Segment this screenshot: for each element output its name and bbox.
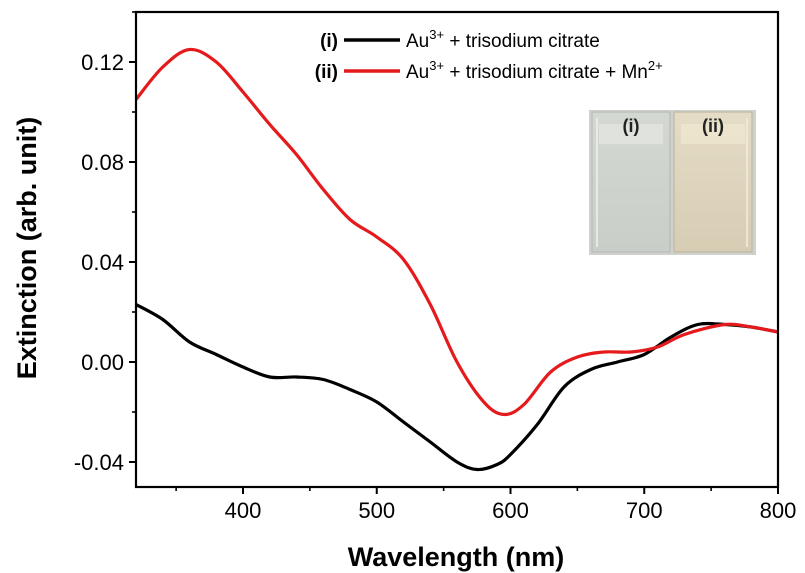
x-axis-title: Wavelength (nm): [348, 542, 565, 572]
axes-layer: 400 500 600 700 800 -0.04 0.00 0.04 0.08 0.12: [74, 10, 797, 523]
y-axis-title: Extinction (arb. unit): [12, 117, 42, 380]
series-line-1: [136, 303, 778, 472]
x-tick-label: 700: [626, 498, 663, 523]
series-line-2: [136, 47, 778, 417]
y-tick-label: 0.08: [81, 150, 124, 175]
x-tick-label: 800: [760, 498, 797, 523]
y-tick-label: 0.04: [81, 250, 124, 275]
x-tick-label: 400: [225, 498, 262, 523]
x-tick-label: 500: [358, 498, 395, 523]
y-tick-label: 0.00: [81, 350, 124, 375]
plot-frame: [134, 10, 780, 489]
inset-label-ii: (ii): [702, 116, 724, 136]
series-layer: [136, 47, 778, 472]
legend-id-2: (ii): [315, 62, 338, 83]
cuvette-ii-meniscus: [681, 124, 745, 144]
legend-id-1: (i): [320, 31, 338, 52]
y-tick-label: 0.12: [81, 50, 124, 75]
cuvette-i-meniscus: [599, 124, 663, 144]
legend-label-1: Au3+ + trisodium citrate: [406, 27, 600, 52]
y-tick-label: -0.04: [74, 450, 124, 475]
inset-label-i: (i): [623, 116, 640, 136]
legend-label-2: Au3+ + trisodium citrate + Mn2+: [406, 58, 663, 83]
inset-photo: (i) (ii): [589, 110, 756, 255]
legend: (i) Au3+ + trisodium citrate (ii) Au3+ + tr…: [315, 27, 663, 83]
x-tick-label: 600: [492, 498, 529, 523]
